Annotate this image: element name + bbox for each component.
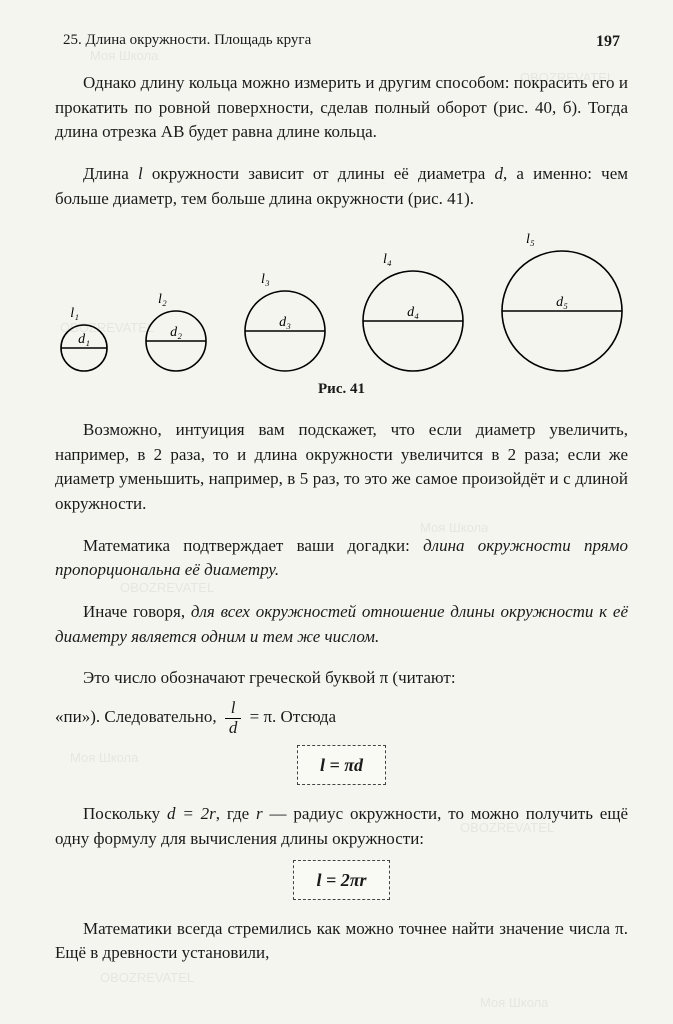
- circle-item: l₂ d₂: [142, 289, 210, 375]
- page-header: 25. Длина окружности. Площадь круга 197: [55, 30, 628, 53]
- paragraph-8: Поскольку d = 2r, где r — радиус окружно…: [55, 802, 628, 851]
- label-l: l₂: [158, 292, 167, 307]
- section-title: 25. Длина окружности. Площадь круга: [63, 30, 311, 53]
- fraction-numerator: l: [225, 699, 242, 719]
- variable-r: r: [256, 804, 263, 823]
- circle-svg: l₅ d₅: [498, 229, 626, 375]
- text-fragment: Поскольку: [83, 804, 167, 823]
- label-d: d₅: [556, 295, 568, 310]
- label-l: l₁: [70, 306, 79, 321]
- fraction-l-over-d: l d: [225, 699, 242, 737]
- circle-svg: l₄ d₄: [359, 249, 467, 375]
- circle-svg: l₂ d₂: [142, 289, 210, 375]
- circle-svg: l₁ d₁: [57, 303, 111, 375]
- paragraph-1: Однако длину кольца можно измерить и дру…: [55, 71, 628, 145]
- paragraph-2: Длина l окружности зависит от длины её д…: [55, 162, 628, 211]
- equation-d-2r: d = 2r: [167, 804, 216, 823]
- label-l: l₃: [261, 272, 270, 287]
- label-d: d₄: [407, 305, 419, 320]
- label-l: l₅: [526, 232, 535, 247]
- text-fragment: Иначе говоря,: [83, 602, 191, 621]
- text-fragment: «пи»). Следовательно,: [55, 707, 221, 726]
- page-content: 25. Длина окружности. Площадь круга 197 …: [0, 0, 673, 1002]
- circle-item: l₄ d₄: [359, 249, 467, 375]
- text-fragment: , где: [216, 804, 256, 823]
- text-fragment: = π. Отсюда: [250, 707, 336, 726]
- formula-box-1: l = πd: [297, 745, 386, 785]
- text-fragment: Математика подтверждает ваши догадки:: [83, 536, 423, 555]
- paragraph-9: Математики всегда стремились как можно т…: [55, 917, 628, 966]
- label-d: d₃: [279, 315, 291, 330]
- figure-caption: Рис. 41: [55, 379, 628, 401]
- fraction-denominator: d: [225, 719, 242, 738]
- variable-d: d: [494, 164, 503, 183]
- text-fragment: окружности зависит от длины её диаметра: [143, 164, 495, 183]
- figure-41: l₁ d₁ l₂ d₂ l₃ d₃ l₄ d₄ l₅ d₅: [55, 229, 628, 375]
- paragraph-6: Это число обозначают греческой буквой π …: [55, 666, 628, 691]
- paragraph-4: Математика подтверждает ваши догадки: дл…: [55, 534, 628, 583]
- label-l: l₄: [383, 252, 392, 267]
- circle-item: l₁ d₁: [57, 303, 111, 375]
- paragraph-5: Иначе говоря, для всех окружностей отнош…: [55, 600, 628, 649]
- circle-svg: l₃ d₃: [241, 269, 329, 375]
- label-d: d₁: [78, 332, 90, 347]
- paragraph-7: «пи»). Следовательно, l d = π. Отсюда: [55, 699, 628, 737]
- text-fragment: Длина: [83, 164, 138, 183]
- page-number: 197: [596, 30, 620, 53]
- circle-item: l₅ d₅: [498, 229, 626, 375]
- label-d: d₂: [170, 325, 182, 340]
- formula-box-2: l = 2πr: [293, 860, 389, 900]
- paragraph-3: Возможно, интуиция вам подскажет, что ес…: [55, 418, 628, 517]
- circle-item: l₃ d₃: [241, 269, 329, 375]
